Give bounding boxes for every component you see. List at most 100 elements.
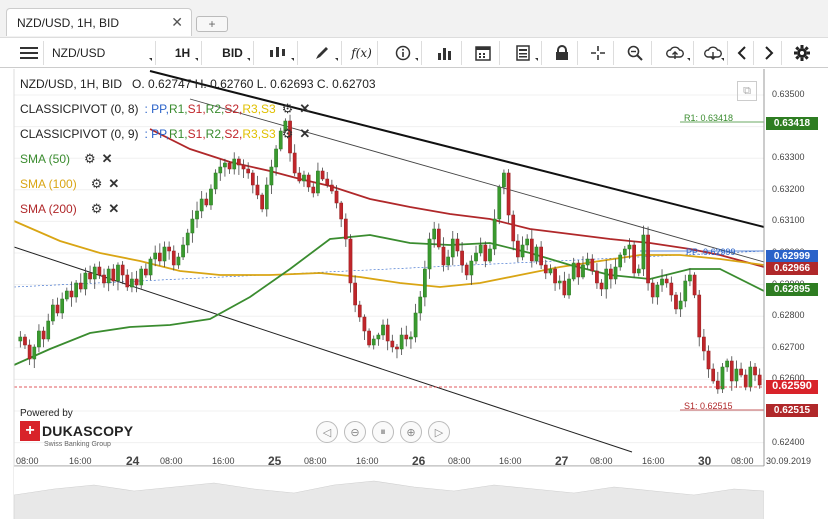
- lock-icon[interactable]: [546, 41, 578, 65]
- scroll-left-icon[interactable]: ◁: [316, 421, 338, 443]
- indicators-button[interactable]: f(x): [346, 41, 378, 65]
- indicator-name: SMA (200): [20, 202, 77, 216]
- y-tick-label: 0.63100: [772, 215, 805, 226]
- cloud-upload-icon[interactable]: [656, 41, 694, 65]
- y-tick-label: 0.63500: [772, 89, 805, 99]
- indicator-name: SMA (100): [20, 177, 77, 191]
- reset-view-icon[interactable]: ⏸: [372, 421, 394, 443]
- x-tick-label: 08:00: [304, 456, 327, 466]
- sheet-icon[interactable]: [504, 41, 542, 65]
- pencil-icon[interactable]: [302, 41, 342, 65]
- add-tab-button[interactable]: +: [196, 16, 228, 32]
- level-r2: R2,: [205, 102, 225, 116]
- zoom-out-icon[interactable]: ⊖: [344, 421, 366, 443]
- level-r3: R3,: [242, 127, 262, 141]
- x-tick-label: 24: [126, 454, 140, 468]
- y-tick-label: 0.63200: [772, 183, 805, 194]
- indicator-name: CLASSICPIVOT (0, 9): [20, 127, 139, 141]
- zoom-in-icon[interactable]: ⊕: [400, 421, 422, 443]
- level-s3: S3: [261, 127, 276, 141]
- cloud-download-icon[interactable]: [698, 41, 728, 65]
- side-label: BID: [222, 46, 243, 60]
- x-tick-label: 08:00: [731, 456, 754, 466]
- gear-icon[interactable]: [786, 41, 818, 65]
- side-selector[interactable]: BID: [212, 41, 254, 65]
- x-tick-label: 27: [555, 454, 569, 468]
- price-tag-r1: 0.63418: [766, 117, 818, 130]
- level-pp: : PP,: [144, 127, 169, 141]
- indicator-name: CLASSICPIVOT (0, 8): [20, 102, 139, 116]
- x-tick-label: 16:00: [356, 456, 379, 466]
- level-r1: R1,: [168, 102, 188, 116]
- close-icon[interactable]: ✕: [299, 101, 311, 116]
- brand-subtitle: Swiss Banking Group: [44, 441, 111, 448]
- navigator-overview[interactable]: [14, 466, 764, 519]
- level-r1: R1,: [168, 127, 188, 141]
- scroll-right-icon[interactable]: ▷: [428, 421, 450, 443]
- chevron-left-icon[interactable]: [730, 41, 754, 65]
- interval-label: 1H: [174, 46, 191, 60]
- symbol-selector[interactable]: NZD/USD: [48, 41, 156, 65]
- gear-icon[interactable]: ⚙: [90, 176, 103, 191]
- x-tick-label: 30: [698, 454, 712, 468]
- crosshair-icon[interactable]: [582, 41, 614, 65]
- interval-selector[interactable]: 1H: [164, 41, 202, 65]
- pp-label: PP: 0.62999: [686, 247, 736, 257]
- gear-icon[interactable]: ⚙: [281, 126, 294, 141]
- zoom-icon[interactable]: [618, 41, 652, 65]
- x-tick-label: 16:00: [69, 456, 92, 466]
- price-tag-current: 0.62590: [766, 380, 818, 394]
- x-tick-label: 16:00: [642, 456, 665, 466]
- expand-icon[interactable]: ⧉: [737, 81, 757, 101]
- info-icon[interactable]: [384, 41, 422, 65]
- brand-name: DUKASCOPY: [42, 423, 134, 439]
- close-icon[interactable]: ✕: [299, 126, 311, 141]
- y-tick-label: 0.62400: [772, 436, 805, 447]
- level-r2: R2,: [205, 127, 225, 141]
- symbol-label: NZD/USD: [52, 46, 106, 60]
- volume-icon[interactable]: [428, 41, 462, 65]
- toolbar: NZD/USD 1H BID f(x): [0, 38, 828, 68]
- close-icon[interactable]: ✕: [171, 14, 183, 30]
- gear-icon[interactable]: ⚙: [90, 201, 103, 216]
- chart-navigation: ◁ ⊖ ⏸ ⊕ ▷: [316, 421, 450, 443]
- x-tick-label: 25: [268, 454, 282, 468]
- gear-icon[interactable]: ⚙: [281, 101, 294, 116]
- legend-sma-200: SMA (200) ⚙ ✕: [20, 201, 119, 217]
- level-r3: R3,: [242, 102, 262, 116]
- close-icon[interactable]: ✕: [108, 201, 120, 216]
- price-tag-sma50: 0.62895: [766, 283, 818, 296]
- y-tick-label: 0.62700: [772, 341, 805, 352]
- instrument-label: NZD/USD, 1H, BID: [20, 77, 123, 91]
- x-tick-label: 08:00: [160, 456, 183, 466]
- y-tick-label: 0.63300: [772, 152, 805, 163]
- y-tick-label: 0.62600: [772, 373, 805, 384]
- indicator-name: SMA (50): [20, 152, 71, 166]
- swiss-cross-icon: +: [20, 421, 40, 441]
- close-icon[interactable]: ✕: [108, 176, 120, 191]
- menu-icon[interactable]: [14, 41, 44, 65]
- price-tag-pp: 0.62999: [766, 250, 818, 263]
- x-tick-label: 30.09.2019: [766, 456, 812, 466]
- candle-type-icon[interactable]: [258, 41, 298, 65]
- level-pp: : PP,: [144, 102, 169, 116]
- close-icon[interactable]: ✕: [101, 151, 113, 166]
- level-s2: S2,: [224, 102, 243, 116]
- chart-canvas[interactable]: [0, 69, 828, 519]
- price-tag-s1: 0.62515: [766, 404, 818, 417]
- chart-tab[interactable]: NZD/USD, 1H, BID ✕: [6, 8, 192, 36]
- branding: Powered by + DUKASCOPY Swiss Banking Gro…: [20, 408, 133, 448]
- tab-label: NZD/USD, 1H, BID: [17, 16, 120, 30]
- x-tick-label: 16:00: [499, 456, 522, 466]
- chevron-right-icon[interactable]: [756, 41, 782, 65]
- x-tick-label: 08:00: [448, 456, 471, 466]
- x-tick-label: 08:00: [16, 456, 39, 466]
- price-chart[interactable]: NZD/USD, 1H, BID O. 0.62747 H. 0.62760 L…: [0, 69, 828, 519]
- level-s1: S1,: [187, 127, 206, 141]
- s1-label: S1: 0.62515: [684, 401, 733, 411]
- legend-sma-50: SMA (50) ⚙ ✕: [20, 151, 113, 167]
- powered-by-label: Powered by: [20, 408, 73, 419]
- price-tag-sma200: 0.62966: [766, 262, 818, 275]
- calendar-icon[interactable]: [466, 41, 500, 65]
- gear-icon[interactable]: ⚙: [84, 151, 96, 166]
